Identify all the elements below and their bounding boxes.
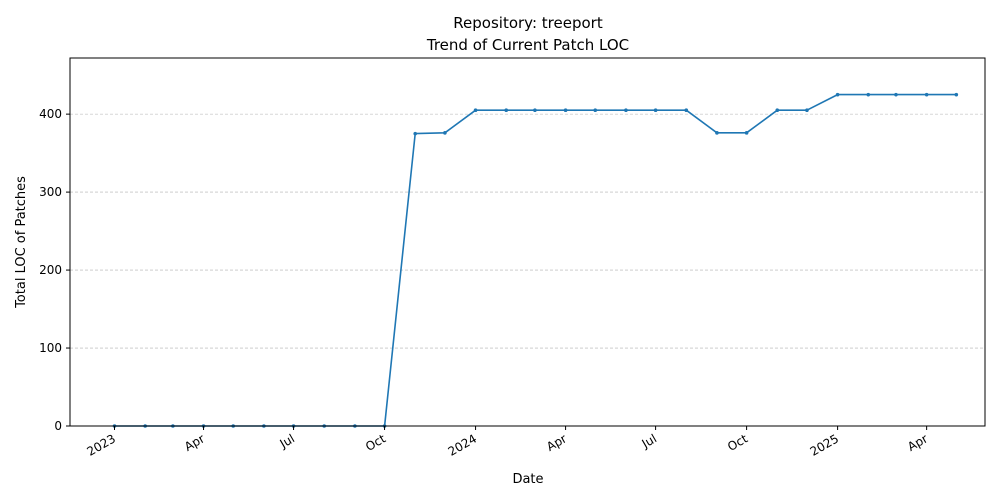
chart-title-line-2: Trend of Current Patch LOC (426, 36, 629, 54)
data-point (835, 92, 840, 97)
data-point (744, 131, 749, 135)
data-point (593, 108, 598, 113)
data-point (715, 131, 719, 135)
y-tick-label: 200 (39, 263, 62, 277)
data-point (504, 108, 509, 113)
x-tick-label: Jul (639, 431, 659, 451)
data-point (563, 108, 568, 113)
data-point (473, 108, 478, 113)
data-point (894, 92, 898, 97)
data-point (413, 131, 418, 136)
y-tick-label: 100 (39, 341, 62, 355)
y-tick-label: 400 (39, 107, 62, 121)
x-tick-label: Oct (725, 431, 750, 454)
y-axis-label: Total LOC of Patches (14, 176, 29, 309)
data-point (866, 92, 871, 97)
data-points (112, 92, 959, 428)
data-point (684, 108, 689, 113)
data-point (653, 108, 658, 113)
x-tick-label: Oct (363, 431, 388, 454)
chart-title-line-1: Repository: treeport (453, 14, 603, 32)
x-axis-ticks: 2023 Apr Jul Oct 2024 Apr Jul Oct 2025 Apr (85, 426, 930, 459)
gridlines (70, 113, 985, 349)
x-tick-label: Apr (182, 431, 207, 454)
x-tick-label: Apr (905, 431, 930, 454)
x-tick-label: 2023 (85, 431, 118, 458)
x-tick-label: Apr (544, 431, 569, 454)
data-point (624, 108, 628, 113)
series-line (114, 93, 957, 427)
data-point (443, 131, 447, 135)
y-tick-label: 0 (54, 419, 62, 433)
data-point (924, 92, 929, 97)
y-tick-label: 300 (39, 185, 62, 199)
plot-area-frame (69, 57, 986, 427)
y-axis-ticks: 0 100 200 300 400 (39, 107, 70, 433)
x-axis-label: Date (512, 472, 543, 487)
x-tick-label: 2024 (446, 431, 479, 458)
data-point (954, 92, 959, 97)
data-point (805, 108, 809, 113)
x-tick-label: Jul (277, 431, 297, 451)
series-line-layer (114, 93, 957, 427)
data-point (533, 108, 537, 113)
data-point (775, 108, 780, 113)
x-tick-label: 2025 (808, 431, 841, 458)
